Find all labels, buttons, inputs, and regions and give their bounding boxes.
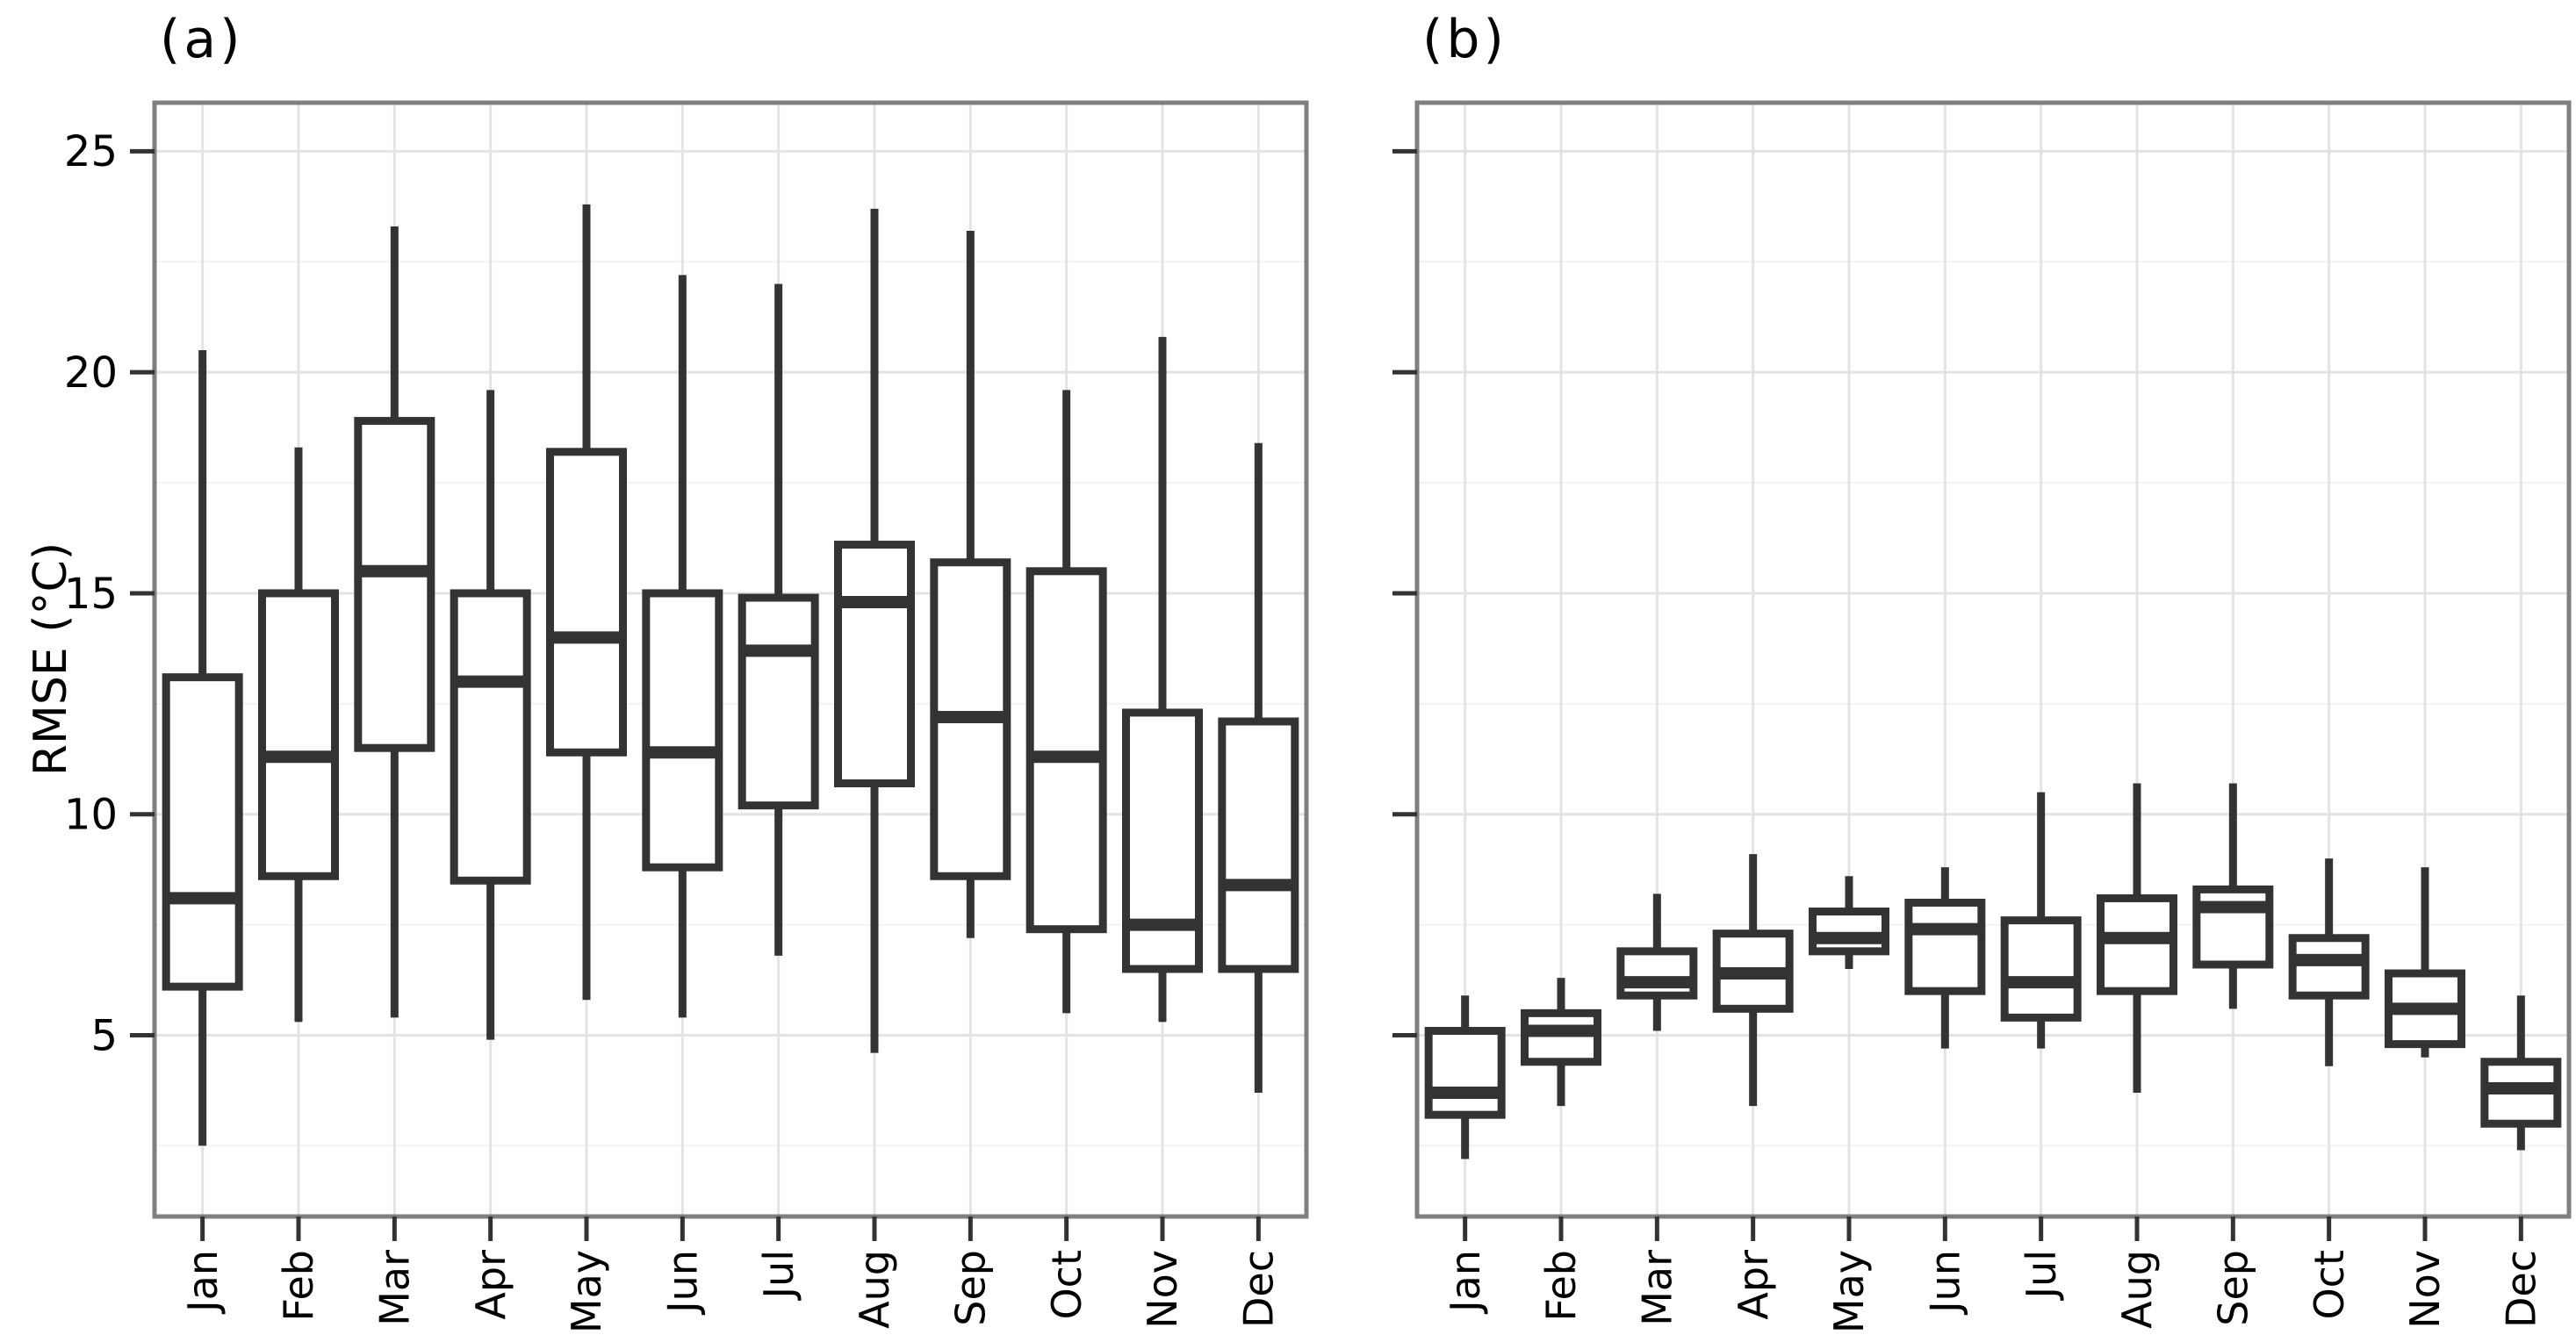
x-tick-label: May: [1825, 1250, 1873, 1333]
x-tick-label: Mar: [371, 1250, 418, 1326]
boxplot-jun: [1904, 867, 1986, 1049]
x-tick-label: May: [563, 1250, 610, 1333]
boxplot-oct: [2288, 858, 2370, 1066]
boxplot-aug: [2097, 783, 2177, 1093]
x-tick-label: Aug: [2113, 1250, 2161, 1329]
boxplot-mar: [1616, 893, 1698, 1031]
iqr-box: [1809, 908, 1889, 956]
y-tick-label: 15: [64, 570, 118, 619]
x-tick-label: Dec: [2497, 1250, 2544, 1328]
iqr-box: [1025, 567, 1107, 934]
x-tick-label: Oct: [1043, 1250, 1090, 1320]
x-tick-label: Jun: [1921, 1250, 1968, 1316]
x-tick-label: Feb: [275, 1250, 322, 1321]
iqr-box: [642, 589, 723, 872]
x-tick-label: Jul: [755, 1250, 802, 1302]
boxplot-apr: [1712, 854, 1794, 1107]
iqr-box: [1616, 947, 1698, 1000]
iqr-box: [162, 673, 243, 991]
iqr-box: [2000, 916, 2082, 1022]
x-tick-label: Nov: [1139, 1250, 1186, 1329]
boxplot-feb: [258, 447, 339, 1023]
iqr-box: [2097, 893, 2177, 995]
iqr-box: [2192, 885, 2274, 969]
y-tick-label: 25: [64, 127, 118, 176]
y-tick-label: 5: [90, 1011, 118, 1060]
iqr-box: [546, 448, 627, 757]
y-tick-label: 10: [64, 791, 118, 840]
boxplot-sep: [930, 231, 1011, 938]
x-tick-label: Aug: [851, 1250, 898, 1329]
boxplot-sep: [2192, 783, 2274, 1009]
boxplot-dec: [2480, 995, 2562, 1151]
iqr-box: [258, 589, 339, 880]
panel-b-title: (b): [1422, 9, 1507, 70]
iqr-box: [834, 541, 915, 787]
panel-border: [1414, 100, 2572, 1219]
y-tick-label: 20: [64, 348, 118, 398]
x-tick-label: Jan: [1442, 1250, 1489, 1315]
iqr-box: [1521, 1008, 1601, 1066]
x-tick-label: Dec: [1234, 1250, 1282, 1328]
boxplot-jul: [738, 283, 819, 956]
boxplot-jan: [1424, 995, 1506, 1159]
x-tick-label: Apr: [1730, 1250, 1777, 1320]
boxplot-feb: [1521, 978, 1601, 1107]
panel-border: [152, 100, 1309, 1219]
x-tick-label: Feb: [1537, 1250, 1585, 1321]
boxplot-jun: [642, 275, 723, 1018]
x-tick-label: Oct: [2306, 1250, 2353, 1320]
boxplot-nov: [2385, 867, 2465, 1058]
panel-a-title: (a): [160, 9, 244, 70]
x-tick-label: Sep: [2209, 1250, 2256, 1326]
boxplot-nov: [1122, 336, 1203, 1023]
boxplot-oct: [1025, 390, 1107, 1014]
y-axis-label: RMSE (°C): [25, 542, 77, 777]
x-tick-label: Apr: [467, 1250, 514, 1320]
boxplot-apr: [450, 390, 531, 1040]
iqr-box: [738, 593, 819, 810]
x-tick-label: Jun: [658, 1250, 706, 1316]
iqr-box: [1218, 717, 1299, 973]
iqr-box: [354, 417, 435, 752]
boxplot-aug: [834, 208, 915, 1053]
iqr-box: [1904, 898, 1986, 995]
boxplot-jul: [2000, 792, 2082, 1049]
iqr-box: [1424, 1027, 1506, 1119]
boxplot-jan: [162, 350, 243, 1146]
iqr-box: [2288, 934, 2370, 1000]
boxplot-may: [1809, 876, 1889, 969]
boxplot-dec: [1218, 442, 1299, 1093]
iqr-box: [450, 589, 531, 885]
boxplot-may: [546, 204, 627, 1001]
x-tick-label: Jul: [2018, 1250, 2065, 1302]
x-tick-label: Sep: [946, 1250, 994, 1326]
x-tick-label: Mar: [1633, 1250, 1680, 1326]
x-tick-label: Nov: [2401, 1250, 2449, 1329]
x-tick-label: Jan: [179, 1250, 227, 1315]
boxplot-mar: [354, 226, 435, 1018]
